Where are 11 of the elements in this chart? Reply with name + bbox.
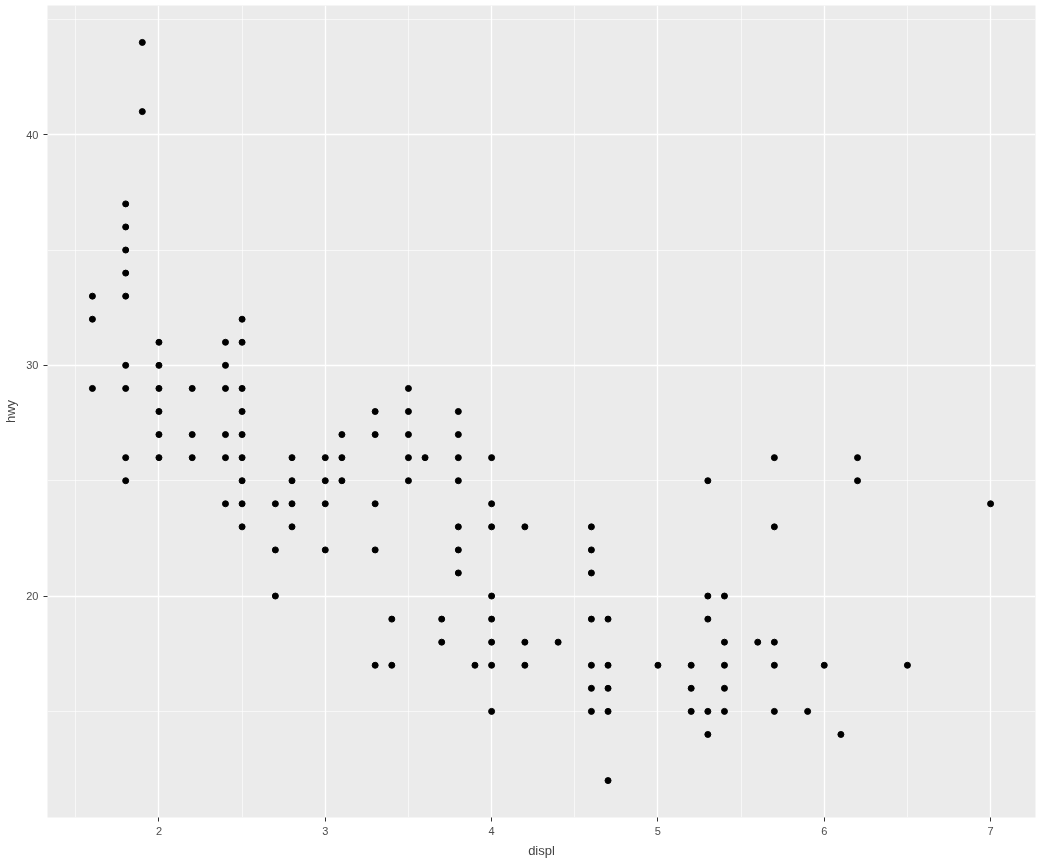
- y-axis-title: hwy: [3, 399, 19, 424]
- x-axis-title: displ: [528, 842, 555, 858]
- x-tick-label: 4: [488, 824, 495, 837]
- x-tick-label: 2: [155, 824, 163, 837]
- x-tick-label: 5: [654, 824, 661, 837]
- x-tick-label: 7: [987, 824, 994, 837]
- y-tick-label: 30: [26, 359, 39, 372]
- x-tick-label: 3: [322, 824, 329, 837]
- x-tick-label: 6: [821, 824, 828, 837]
- y-tick-label: 40: [26, 128, 39, 141]
- y-tick-label: 20: [26, 590, 39, 603]
